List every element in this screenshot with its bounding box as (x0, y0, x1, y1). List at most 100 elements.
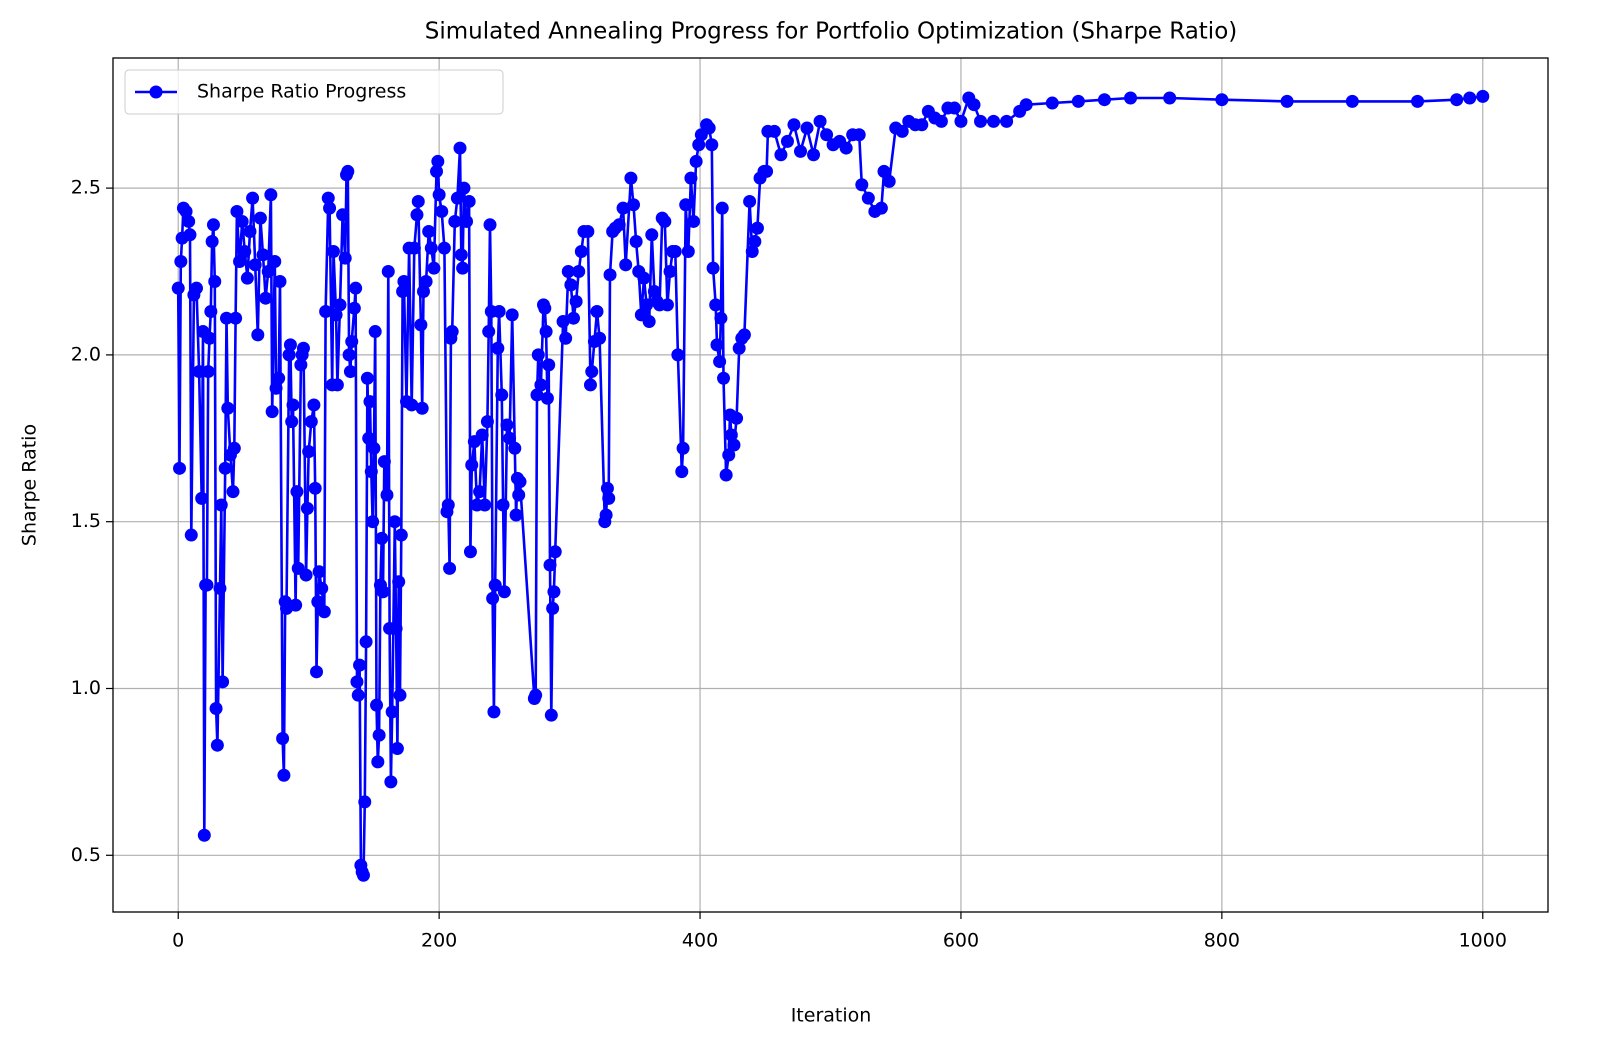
marker (213, 581, 227, 595)
marker (174, 254, 188, 268)
marker (218, 461, 232, 475)
marker (243, 224, 257, 238)
marker (774, 148, 788, 162)
marker (282, 348, 296, 362)
marker (273, 275, 287, 289)
marker (265, 405, 279, 419)
marker (416, 285, 430, 299)
x-tick-label: 1000 (1459, 930, 1507, 952)
marker (430, 164, 444, 178)
marker (730, 411, 744, 425)
marker (715, 201, 729, 215)
marker (600, 481, 614, 495)
marker (368, 325, 382, 339)
y-tick-label: 0.5 (71, 844, 101, 866)
marker (1019, 98, 1033, 112)
marker (171, 281, 185, 295)
marker (414, 318, 428, 332)
marker (478, 498, 492, 512)
marker (393, 688, 407, 702)
marker (323, 201, 337, 215)
marker (934, 114, 948, 128)
marker (671, 348, 685, 362)
marker (637, 271, 651, 285)
x-tick-label: 800 (1204, 930, 1240, 952)
marker (319, 305, 333, 319)
marker (852, 128, 866, 142)
marker (443, 561, 457, 575)
x-tick-label: 200 (421, 930, 457, 952)
marker (366, 515, 380, 529)
marker (710, 338, 724, 352)
marker (1345, 94, 1359, 108)
marker (312, 565, 326, 579)
marker (488, 578, 502, 592)
marker (705, 138, 719, 152)
marker (371, 755, 385, 769)
marker (1280, 94, 1294, 108)
marker (183, 228, 197, 242)
marker (214, 498, 228, 512)
marker (300, 501, 314, 515)
marker (362, 431, 376, 445)
marker (269, 381, 283, 395)
marker (389, 621, 403, 635)
marker (1163, 91, 1177, 105)
marker (569, 295, 583, 309)
marker (427, 261, 441, 275)
marker (642, 315, 656, 329)
marker (184, 528, 198, 542)
marker (583, 378, 597, 392)
marker (692, 138, 706, 152)
marker (372, 728, 386, 742)
marker (748, 234, 762, 248)
marker (233, 254, 247, 268)
marker (612, 218, 626, 232)
marker (780, 134, 794, 148)
marker (767, 124, 781, 138)
marker (350, 675, 364, 689)
marker (556, 315, 570, 329)
marker (861, 191, 875, 205)
marker (424, 241, 438, 255)
marker (410, 208, 424, 222)
marker (954, 114, 968, 128)
marker (687, 214, 701, 228)
marker (624, 171, 638, 185)
marker (882, 174, 896, 188)
marker (877, 164, 891, 178)
marker (714, 311, 728, 325)
marker (1045, 96, 1059, 110)
marker (645, 228, 659, 242)
marker (437, 241, 451, 255)
marker (460, 214, 474, 228)
marker (240, 271, 254, 285)
marker (681, 244, 695, 258)
marker (503, 431, 517, 445)
marker (1071, 94, 1085, 108)
marker (706, 261, 720, 275)
marker (441, 498, 455, 512)
marker (709, 298, 723, 312)
marker (251, 328, 265, 342)
marker (475, 428, 489, 442)
marker (422, 224, 436, 238)
marker (259, 291, 273, 305)
marker (1124, 91, 1138, 105)
marker (1476, 89, 1490, 103)
marker (581, 224, 595, 238)
marker (349, 281, 363, 295)
marker (603, 268, 617, 282)
marker (377, 455, 391, 469)
marker (538, 301, 552, 315)
marker (732, 341, 746, 355)
marker (384, 775, 398, 789)
marker (453, 141, 467, 155)
marker (462, 194, 476, 208)
marker (358, 795, 372, 809)
marker (546, 601, 560, 615)
marker (647, 285, 661, 299)
marker (1411, 94, 1425, 108)
marker (330, 378, 344, 392)
marker (182, 214, 196, 228)
